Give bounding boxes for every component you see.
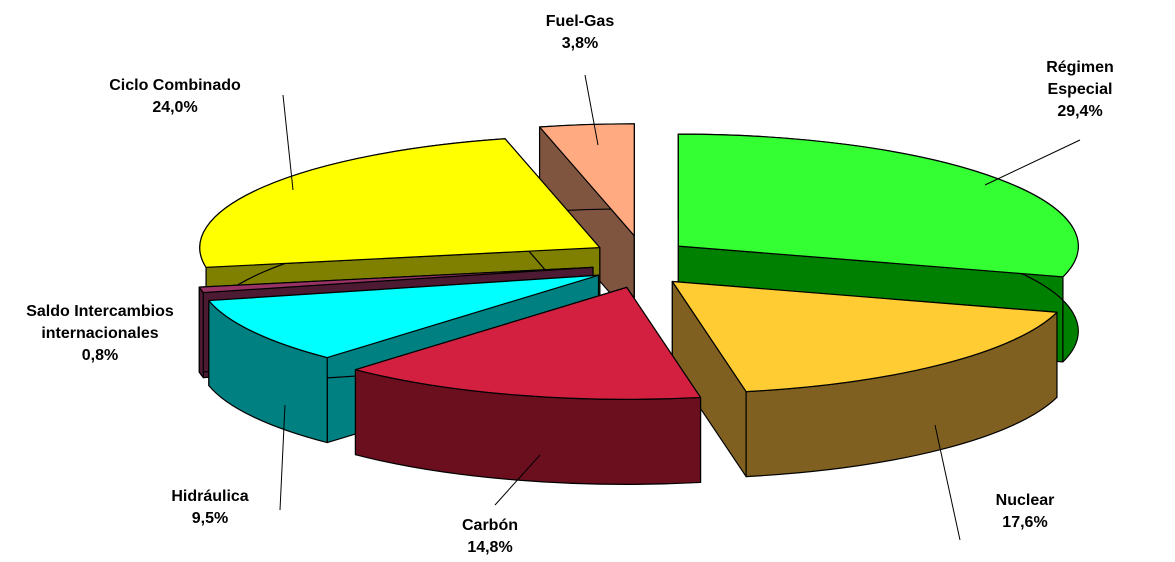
slice-value: 0,8% (81, 347, 119, 364)
pie-slice (354, 286, 702, 400)
pie-slice (208, 274, 600, 359)
leader-line (934, 424, 961, 541)
slice-name: Fuel-Gas (545, 13, 615, 30)
slice-label: Carbón 14,8% (462, 515, 518, 559)
slice-side (198, 286, 204, 379)
leader-line (279, 404, 286, 511)
slice-value: 3,8% (561, 35, 599, 52)
slice-label: Fuel-Gas 3,8% (546, 11, 614, 55)
leader-line (494, 454, 541, 506)
slice-value: 24,0% (152, 99, 198, 116)
slice-value: 29,4% (1057, 103, 1103, 120)
slice-label: Nuclear 17,6% (996, 490, 1055, 534)
slice-name: Saldo Intercambios internacionales (26, 303, 174, 342)
slice-name: Carbón (462, 517, 518, 534)
leader-line (282, 94, 294, 191)
slice-label: Hidráulica 9,5% (171, 486, 248, 530)
pie-slice (538, 123, 635, 237)
slice-label: Ciclo Combinado 24,0% (109, 75, 241, 119)
pie-slice (198, 266, 594, 294)
slice-value: 9,5% (191, 510, 229, 527)
leader-line (584, 74, 599, 146)
slice-value: 17,6% (1002, 514, 1048, 531)
slice-name: Nuclear (995, 492, 1055, 509)
slice-name: Ciclo Combinado (109, 77, 241, 94)
slice-label: Saldo Intercambios internacionales 0,8% (5, 301, 195, 367)
leader-line (984, 139, 1081, 186)
slice-name: Hidráulica (171, 488, 249, 505)
slice-label: Régimen Especial 29,4% (1033, 57, 1128, 123)
pie-slice (199, 138, 601, 268)
slice-name: Régimen Especial (1046, 59, 1114, 98)
pie-slice (671, 280, 1058, 393)
slice-value: 14,8% (467, 539, 513, 556)
